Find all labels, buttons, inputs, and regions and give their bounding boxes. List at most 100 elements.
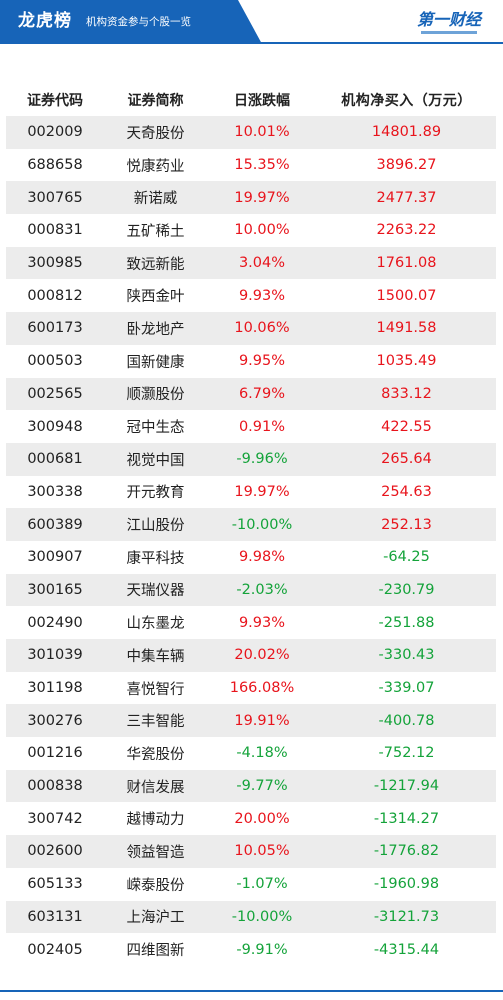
cell-change: 15.35%	[234, 157, 290, 174]
table-row: 688658 悦康药业 15.35% 3896.27	[6, 149, 496, 182]
cell-name: 领益智造	[126, 844, 185, 861]
cell-net-buy: -400.78	[378, 712, 435, 729]
table-row: 300907 康平科技 9.98% -64.25	[6, 541, 496, 574]
cell-code: 300338	[27, 483, 83, 500]
cell-name: 国新健康	[126, 354, 185, 371]
cell-change: 20.02%	[234, 647, 290, 664]
page-subtitle: 机构资金参与个股一览	[86, 16, 191, 28]
header-change: 日涨跌幅	[234, 93, 290, 109]
header-code: 证券代码	[27, 93, 83, 109]
cell-net-buy: 254.63	[381, 483, 432, 500]
cell-net-buy: 3896.27	[376, 157, 437, 174]
cell-net-buy: -1960.98	[373, 876, 440, 893]
brand-logo: 第一财经	[415, 11, 483, 39]
cell-code: 002600	[27, 843, 83, 860]
cell-net-buy: -230.79	[378, 581, 435, 598]
cell-code: 002405	[27, 941, 83, 958]
cell-code: 300985	[27, 255, 83, 272]
cell-change: 9.95%	[238, 353, 286, 370]
cell-code: 000681	[27, 451, 83, 468]
cell-name: 天奇股份	[126, 125, 185, 142]
header-bar: 龙虎榜 机构资金参与个股一览 第一财经	[0, 0, 503, 44]
cell-code: 300948	[27, 418, 83, 435]
cell-code: 002009	[27, 124, 83, 141]
cell-name: 顺灏股份	[126, 387, 185, 404]
cell-change: -1.07%	[236, 876, 288, 893]
cell-name: 新诺威	[133, 191, 178, 208]
page-title: 龙虎榜	[18, 11, 72, 31]
cell-name: 山东墨龙	[126, 616, 185, 633]
cell-net-buy: 833.12	[381, 385, 432, 402]
cell-code: 000831	[27, 222, 83, 239]
table-row: 300765 新诺威 19.97% 2477.37	[6, 181, 496, 215]
table-row: 300338 开元教育 19.97% 254.63	[6, 476, 496, 509]
cell-change: 9.93%	[238, 287, 286, 304]
cell-code: 002490	[27, 614, 83, 631]
cell-code: 300742	[27, 810, 83, 827]
cell-name: 四维图新	[126, 943, 185, 960]
cell-code: 000503	[27, 353, 83, 370]
cell-net-buy: 14801.89	[371, 124, 442, 141]
cell-name: 视觉中国	[126, 452, 185, 469]
cell-change: 19.91%	[234, 712, 290, 729]
cell-name: 喜悦智行	[126, 681, 185, 698]
cell-net-buy: 1491.58	[376, 320, 437, 337]
institution-net-buy-table: 证券代码 证券简称 日涨跌幅 机构净买入（万元） 002009 天奇股份 10.01…	[6, 84, 496, 966]
cell-name: 开元教育	[126, 485, 185, 502]
table-body: 002009 天奇股份 10.01% 14801.89 688658 悦康药业 15.35%…	[6, 116, 496, 966]
table-row: 600173 卧龙地产 10.06% 1491.58	[6, 312, 496, 345]
cell-name: 三丰智能	[126, 714, 185, 731]
table-row: 001216 华瓷股份 -4.18% -752.12	[6, 737, 496, 770]
cell-name: 陕西金叶	[126, 289, 185, 306]
cell-name: 致远新能	[126, 256, 185, 273]
cell-net-buy: 1035.49	[376, 353, 437, 370]
cell-net-buy: 2263.22	[376, 222, 437, 239]
cell-change: 19.97%	[234, 483, 290, 500]
table-row: 000831 五矿稀土 10.00% 2263.22	[6, 214, 496, 247]
cell-code: 301039	[27, 647, 83, 664]
cell-change: -9.91%	[236, 941, 288, 958]
table-row: 301039 中集车辆 20.02% -330.43	[6, 639, 496, 672]
cell-code: 300165	[27, 581, 83, 598]
cell-change: 10.05%	[234, 843, 290, 860]
header-band	[0, 0, 262, 44]
cell-code: 600173	[27, 320, 83, 337]
table-row: 301198 喜悦智行 166.08% -339.07	[6, 672, 496, 705]
logo-text: 第一财经	[416, 10, 481, 29]
cell-name: 天瑞仪器	[126, 583, 185, 600]
cell-name: 悦康药业	[126, 158, 185, 175]
cell-name: 五矿稀土	[126, 223, 185, 240]
cell-change: -9.77%	[236, 778, 288, 795]
table-header: 证券代码 证券简称 日涨跌幅 机构净买入（万元）	[6, 84, 496, 116]
table-row: 300165 天瑞仪器 -2.03% -230.79	[6, 573, 496, 607]
cell-change: 10.01%	[234, 124, 290, 141]
table-row: 605133 嵘泰股份 -1.07% -1960.98	[6, 868, 496, 901]
cell-net-buy: 252.13	[381, 516, 432, 533]
table-row: 002009 天奇股份 10.01% 14801.89	[6, 116, 496, 149]
table-row: 000838 财信发展 -9.77% -1217.94	[6, 769, 496, 803]
cell-change: 19.97%	[234, 189, 290, 206]
logo-bar	[421, 31, 477, 34]
cell-code: 002565	[27, 385, 83, 402]
table-row: 300742 越博动力 20.00% -1314.27	[6, 802, 496, 835]
cell-change: 9.93%	[238, 614, 286, 631]
cell-code: 301198	[27, 680, 83, 697]
cell-code: 688658	[27, 157, 83, 174]
cell-change: 6.79%	[238, 385, 286, 402]
cell-name: 康平科技	[126, 550, 185, 567]
cell-code: 001216	[27, 745, 83, 762]
cell-change: 10.06%	[234, 320, 290, 337]
cell-code: 603131	[27, 908, 83, 925]
cell-name: 上海沪工	[126, 910, 185, 927]
cell-change: 9.98%	[238, 549, 286, 566]
footer-divider	[0, 990, 503, 992]
table-row: 002565 顺灏股份 6.79% 833.12	[6, 377, 496, 411]
cell-change: -9.96%	[236, 451, 288, 468]
header-net-buy: 机构净买入（万元）	[341, 93, 472, 109]
cell-code: 000812	[27, 287, 83, 304]
table-row: 002490 山东墨龙 9.93% -251.88	[6, 606, 496, 639]
cell-net-buy: -64.25	[383, 549, 430, 566]
cell-change: -4.18%	[236, 745, 288, 762]
cell-change: 3.04%	[238, 255, 286, 272]
table-row: 002405 四维图新 -9.91% -4315.44	[6, 933, 496, 966]
